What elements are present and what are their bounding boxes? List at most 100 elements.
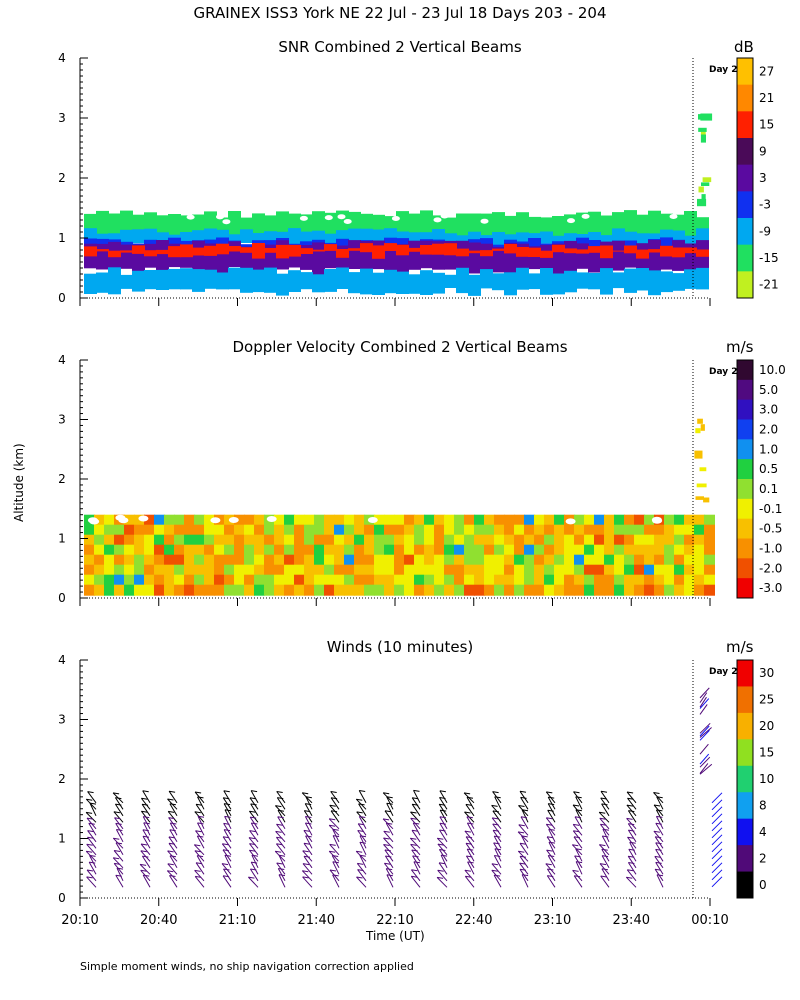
snr-cell-top — [600, 215, 613, 240]
doppler-cell — [484, 574, 495, 586]
snr-cell-red-band — [576, 249, 589, 254]
wind-barb — [521, 835, 529, 849]
snr-cell-lower — [132, 270, 145, 292]
wind-barb — [87, 791, 97, 804]
wind-barb — [88, 861, 97, 875]
doppler-cell — [314, 574, 325, 586]
wind-barb — [518, 824, 529, 836]
doppler-cell — [494, 534, 505, 546]
snr-cell-purple — [156, 240, 169, 271]
winds-colorbar-swatch — [737, 792, 753, 820]
doppler-cell — [184, 514, 195, 526]
snr-cell-red-band — [648, 249, 661, 253]
doppler-cell — [204, 554, 215, 566]
wind-barb-flag — [576, 861, 583, 864]
wind-barb-flag — [276, 862, 283, 865]
doppler-cell — [334, 584, 345, 596]
wind-barb — [545, 817, 556, 830]
winds-y-tick-label: 2 — [58, 772, 66, 786]
doppler-colorbar-label: 5.0 — [759, 383, 778, 397]
wind-barb-flag — [493, 829, 500, 832]
wind-barb-flag — [305, 822, 312, 825]
doppler-colorbar-label: 0.5 — [759, 462, 778, 476]
doppler-cell — [484, 514, 495, 526]
doppler-cell — [594, 524, 605, 536]
doppler-cell — [234, 554, 245, 566]
doppler-cell — [504, 564, 515, 576]
wind-barb — [88, 823, 97, 836]
snr-colorbar-swatch — [737, 218, 753, 246]
doppler-cell — [374, 524, 385, 536]
wind-barb — [655, 842, 664, 856]
snr-cell-red-band — [684, 247, 697, 254]
doppler-cell — [564, 544, 575, 556]
doppler-cell — [124, 554, 135, 566]
wind-barb-flag — [141, 843, 148, 846]
doppler-cell-upper-echo — [696, 483, 707, 488]
doppler-cell — [334, 514, 345, 526]
doppler-cell — [484, 554, 495, 566]
wind-barb — [656, 874, 664, 888]
wind-barb — [141, 855, 151, 869]
wind-barb — [467, 861, 475, 875]
wind-barb — [711, 848, 723, 860]
wind-barb-flag — [547, 809, 554, 812]
doppler-cell — [204, 534, 215, 546]
doppler-cell — [294, 524, 305, 536]
wind-barb-flag — [411, 829, 419, 832]
snr-gap — [324, 215, 333, 221]
snr-cell-purple — [492, 247, 505, 273]
doppler-cell — [324, 554, 335, 566]
snr-cell-lower — [216, 272, 229, 290]
snr-cell-lower — [588, 272, 601, 290]
doppler-cell — [594, 554, 605, 566]
doppler-cell — [534, 564, 545, 576]
doppler-cell — [434, 554, 445, 566]
doppler-cell — [354, 564, 365, 576]
wind-barb-flag — [627, 869, 634, 872]
wind-barb-flag — [197, 835, 204, 838]
doppler-cell — [424, 524, 435, 536]
wind-barb — [437, 843, 448, 856]
doppler-cell — [484, 524, 495, 536]
wind-barb-flag — [599, 811, 606, 814]
doppler-cell — [424, 584, 435, 596]
snr-colorbar-label: 9 — [759, 144, 767, 158]
wind-barb — [546, 868, 556, 882]
wind-barb-flag — [546, 849, 553, 852]
doppler-cell — [674, 524, 685, 536]
doppler-cell — [224, 534, 235, 546]
doppler-cell — [284, 584, 295, 596]
wind-barb-flag — [602, 828, 609, 831]
doppler-cell — [634, 564, 645, 576]
doppler-cell — [304, 514, 315, 526]
snr-cell-upper — [684, 235, 697, 248]
snr-cell-top — [588, 211, 601, 238]
wind-barb-flag — [492, 817, 499, 820]
doppler-cell — [254, 584, 265, 596]
wind-barb — [412, 822, 421, 836]
snr-cell-lower — [288, 270, 301, 292]
wind-barb-flag — [439, 816, 446, 819]
snr-cell-upper-echo — [698, 127, 707, 132]
doppler-cell — [694, 574, 705, 586]
wind-barb-flag — [167, 863, 174, 866]
doppler-colorbar-frame — [736, 359, 754, 599]
wind-barb-flag — [439, 803, 446, 806]
winds-colorbar-label: 15 — [759, 746, 774, 760]
wind-barb-upper — [699, 756, 711, 768]
doppler-cell — [544, 574, 555, 586]
snr-cell-lower — [576, 272, 589, 289]
wind-barb-flag — [521, 809, 529, 812]
doppler-cell — [644, 514, 655, 526]
doppler-cell — [94, 564, 105, 576]
snr-day-label: Day 2 — [709, 65, 738, 75]
wind-barb — [626, 869, 637, 882]
wind-barb-flag — [275, 805, 282, 808]
wind-barb-flag — [87, 830, 94, 833]
snr-cell-red-band — [552, 244, 565, 253]
wind-barb-flag — [113, 811, 120, 814]
wind-barb — [656, 796, 664, 810]
wind-barb — [249, 797, 259, 810]
wind-barb — [304, 822, 313, 836]
